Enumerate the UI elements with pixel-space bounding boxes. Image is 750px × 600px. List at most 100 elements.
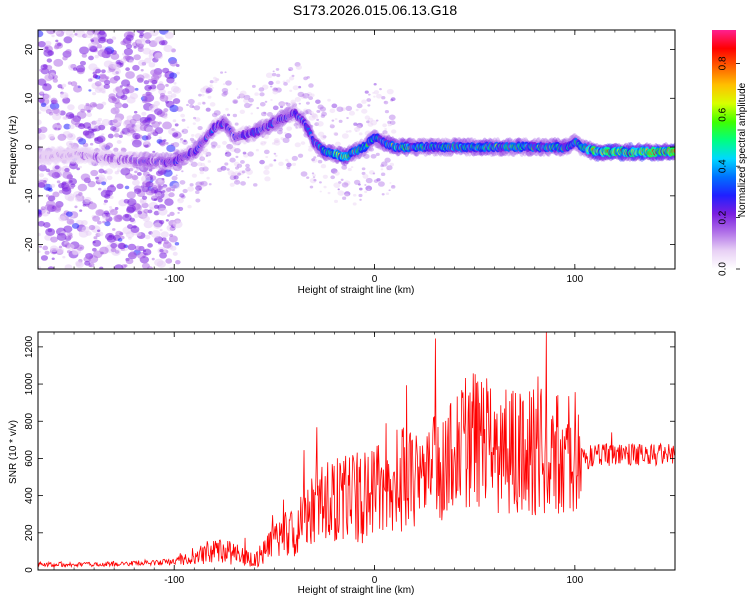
spectrogram-speckle: [97, 231, 104, 237]
spectrogram-speckle: [44, 250, 50, 255]
spectrogram-speckle: [278, 127, 283, 132]
spectrogram-speckle: [179, 140, 183, 144]
spectrogram-speckle: [110, 247, 117, 253]
spectrogram-speckle: [137, 210, 143, 215]
spectrogram-speckle: [195, 198, 201, 203]
spectrogram-speckle: [163, 108, 169, 113]
spectrogram-speckle: [331, 144, 336, 148]
spectrogram-speckle: [87, 180, 96, 188]
spectrogram-speckle: [105, 189, 113, 197]
spectrogram-speckle: [172, 87, 182, 94]
spectrogram-speckle: [203, 148, 208, 153]
spectrogram-speckle: [38, 250, 41, 254]
spectrogram-speckle: [57, 84, 63, 89]
spectrogram-speckle: [288, 107, 291, 110]
spectrogram-speckle: [171, 175, 178, 181]
spectrogram-speckle: [159, 94, 169, 102]
spectrogram-speckle: [338, 181, 342, 184]
spectrogram-speckle: [164, 198, 174, 206]
spectrogram-speckle: [242, 151, 247, 155]
spectrogram-speckle: [92, 92, 97, 96]
spectrogram-speckle: [172, 220, 183, 229]
spectrogram-speckle: [87, 202, 97, 210]
spectrogram-speckle: [62, 171, 72, 179]
spectrogram-speckle: [47, 266, 55, 269]
spectrogram-speckle: [259, 92, 265, 97]
spectrogram-speckle: [66, 243, 75, 251]
spectrogram-speckle: [106, 175, 113, 181]
spectrogram-speckle: [375, 93, 382, 99]
spectrogram-speckle: [41, 209, 50, 217]
spectrogram-speckle: [249, 103, 253, 106]
spectrogram-speckle: [145, 234, 151, 240]
spectrogram-speckle: [63, 36, 73, 44]
spectrogram-speckle: [86, 112, 93, 118]
spectrogram-speckle: [78, 229, 89, 238]
spectrogram-speckle: [117, 91, 124, 97]
spectrogram-speckle: [69, 33, 75, 38]
spectrogram-speckle: [225, 107, 229, 111]
spectrogram-speckle: [53, 99, 59, 104]
spectrogram-speckle: [352, 202, 357, 206]
spectrogram-speckle: [91, 135, 95, 139]
spectrogram-speckle: [165, 219, 169, 222]
spectrogram-speckle: [189, 104, 195, 109]
spectrogram-speckle: [175, 174, 178, 177]
spectrogram-speckle: [95, 209, 104, 217]
spectrogram-speckle: [273, 138, 280, 143]
spectrogram-speckle: [389, 120, 396, 125]
spectrogram-speckle: [38, 266, 42, 269]
spectrogram-speckle: [233, 175, 239, 180]
spectrogram-speckle: [389, 124, 392, 127]
spectrogram-speckle: [118, 134, 123, 138]
spectrogram-speckle: [177, 197, 184, 204]
y-tick-label: -10: [24, 188, 35, 203]
spectrogram-speckle: [240, 181, 246, 186]
spectrogram-speckle: [280, 105, 284, 109]
spectrogram-speckle: [176, 206, 181, 210]
spectrogram-speckle: [373, 83, 377, 86]
spectrogram-speckle: [367, 117, 374, 123]
spectrogram-speckle: [54, 165, 60, 170]
spectrogram-speckle: [316, 154, 320, 157]
spectrogram-speckle: [388, 150, 394, 155]
spectrogram-speckle: [275, 67, 280, 71]
x-tick-label: -100: [164, 575, 184, 586]
spectrogram-speckle: [46, 58, 53, 63]
spectrogram-speckle: [153, 198, 158, 201]
spectrogram-speckle: [199, 181, 205, 186]
snr-plot-area: [38, 332, 675, 570]
spectrogram-speckle: [205, 151, 212, 157]
spectrogram-speckle: [345, 130, 349, 133]
spectrogram-speckle: [87, 126, 92, 130]
spectrogram-speckle: [172, 141, 180, 148]
spectrogram-speckle: [168, 127, 177, 136]
spectrogram-speckle: [351, 158, 356, 163]
spectrogram-speckle: [233, 100, 238, 104]
spectrogram-speckle: [336, 159, 340, 163]
colorbar-ticks: 0.0 0.2 0.4 0.6 0.8: [718, 56, 740, 276]
spectrogram-speckle: [88, 78, 93, 82]
spectrogram-speckle: [141, 195, 148, 200]
spectrogram-speckle: [184, 160, 189, 165]
spectrogram-speckle: [235, 155, 239, 159]
spectrogram-speckle: [311, 113, 319, 119]
spectrogram-speckle: [38, 40, 46, 48]
spectrogram-speckle: [101, 133, 105, 136]
figure-title: S173.2026.015.06.13.G18: [293, 2, 457, 18]
spectrogram-speckle: [341, 182, 349, 188]
spectrogram-speckle: [133, 110, 138, 114]
spectrogram-speckle: [208, 183, 212, 186]
spectrogram-speckle: [162, 67, 170, 74]
spectrogram-speckle: [190, 161, 198, 168]
spectrogram-speckle: [356, 125, 362, 130]
spectrogram-speckle: [211, 144, 216, 149]
spectrogram-speckle: [88, 264, 92, 268]
spectrogram-speckle: [271, 72, 277, 77]
spectrogram-speckle: [334, 117, 338, 121]
spectrogram-speckle: [334, 132, 339, 136]
spectrogram-speckle: [376, 178, 381, 182]
spectrogram-speckle: [131, 42, 138, 47]
spectrogram-speckle: [132, 64, 140, 71]
